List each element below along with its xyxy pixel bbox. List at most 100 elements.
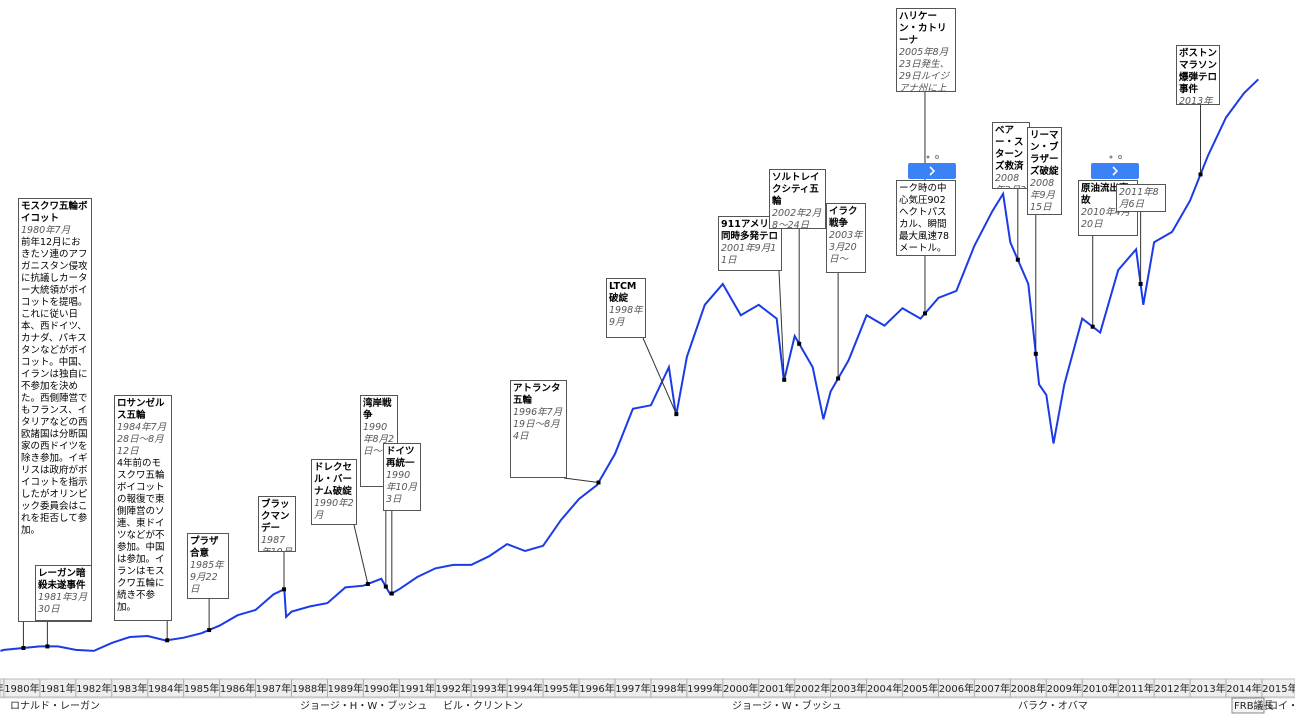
event-title: ソルトレイクシティ五輪 — [772, 172, 820, 207]
event-title: レーガン暗殺未遂事件 — [38, 568, 86, 591]
event-box: モスクワ五輪ボイコット 1980年7月 前年12月におきたソ連のアフガニスタン侵攻に… — [18, 198, 92, 622]
president-name: バラク・オバマ — [1018, 700, 1088, 712]
x-tick-label: 1999年 — [687, 682, 722, 695]
event-date: 1998年9月 — [609, 305, 643, 328]
x-tick-label: 1982年 — [76, 682, 111, 695]
x-tick-label: 2009年 — [1047, 682, 1082, 695]
event-title: ボストンマラソン爆弾テロ事件 — [1179, 48, 1218, 95]
x-tick-label: 1991年 — [400, 682, 435, 695]
x-tick-label: 1984年 — [148, 682, 183, 695]
event-box: レーガン暗殺未遂事件 1981年3月30日 — [35, 565, 92, 621]
event-marker — [782, 377, 787, 382]
event-title: ロサンゼルス五輪 — [117, 398, 165, 421]
president-name: ジョージ・W・ブッシュ — [732, 699, 842, 712]
connector — [353, 524, 369, 585]
president-name: ビル・クリントン — [443, 700, 523, 712]
event-date: 2003年3月20日～ — [829, 230, 863, 265]
x-tick-label: 1980年 — [4, 682, 39, 695]
event-box: ボストンマラソン爆弾テロ事件2013年4月15日 — [1176, 45, 1220, 105]
event-box: イラク戦争 2003年3月20日～ — [826, 203, 866, 273]
event-title: 湾岸戦争 — [363, 398, 392, 421]
fed-chair-box — [1231, 697, 1265, 714]
event-marker — [165, 638, 170, 643]
event-title: ハリケーン・カトリーナ — [899, 11, 947, 46]
event-date: 1981年3月30日 — [38, 592, 88, 615]
event-marker — [797, 341, 802, 346]
x-tick-label: 1986年 — [220, 682, 255, 695]
x-tick-label: 1985年 — [184, 682, 219, 695]
event-box: アトランタ五輪 1996年7月19日～8月4日 — [510, 380, 567, 478]
event-marker — [1015, 257, 1020, 262]
connector — [563, 477, 599, 484]
event-title: 911アメリカ同時多発テロ — [721, 219, 779, 242]
president-name: ロナルド・レーガン — [10, 700, 100, 712]
event-box: リーマン・ブラザーズ破綻 2008年9月15日 — [1027, 127, 1062, 215]
x-tick-label: 1979年 — [0, 682, 4, 695]
event-box: 2011年8月6日 — [1116, 184, 1166, 212]
event-date: 1987年10月19日 — [261, 535, 292, 551]
event-box: プラザ合意 1985年9月22日 — [187, 533, 229, 599]
event-date: 2001年9月11日 — [721, 243, 777, 266]
event-marker — [1090, 324, 1095, 329]
price-line — [0, 78, 1259, 652]
event-title: ベアー・スターンズ救済 — [995, 125, 1024, 172]
x-tick-label: 2007年 — [975, 682, 1010, 695]
x-tick-label: 2011年 — [1118, 682, 1153, 695]
x-tick-label: 1998年 — [651, 682, 686, 695]
event-date: 1985年9月22日 — [190, 560, 224, 595]
event-marker — [207, 628, 212, 633]
event-marker — [1138, 281, 1143, 286]
x-tick-label: 1996年 — [579, 682, 614, 695]
x-tick-label: 2003年 — [831, 682, 866, 695]
event-date: 2010年4月20日 — [1081, 207, 1131, 230]
president-name: ジョージ・H・W・ブッシュ — [300, 699, 427, 712]
event-date: 2005年8月23日発生、29日ルイジアナ州に上陸 — [899, 47, 950, 92]
x-tick-label: 2002年 — [795, 682, 830, 695]
event-date: 1984年7月28日～8月12日 — [117, 422, 167, 457]
fed-chair-label: FRB議長 — [1234, 699, 1274, 712]
x-axis-bar — [0, 678, 1295, 698]
event-description: 前年12月におきたソ連のアフガニスタン侵攻に抗議しカーター大統領がボイコットを提… — [21, 237, 88, 536]
event-date: 1990年10月3日 — [386, 470, 418, 505]
event-title: プラザ合意 — [190, 536, 219, 559]
x-tick-label: 2008年 — [1011, 682, 1046, 695]
x-tick-label: 2000年 — [723, 682, 758, 695]
event-date: 2008年3月30日 — [995, 173, 1026, 188]
x-tick-label: 1989年 — [328, 682, 363, 695]
event-marker — [45, 644, 50, 649]
event-box: ソルトレイクシティ五輪 2002年2月8～24日 — [769, 169, 826, 229]
event-date: 2013年4月15日 — [1179, 96, 1213, 105]
connector — [778, 270, 785, 380]
x-tick-label: 1997年 — [615, 682, 650, 695]
event-title: ドイツ再統一 — [386, 446, 415, 469]
x-tick-label: 1995年 — [543, 682, 578, 695]
event-title: ドレクセル・バーナム破綻 — [314, 462, 353, 497]
event-title: リーマン・ブラザーズ破綻 — [1030, 130, 1059, 177]
event-marker — [674, 412, 679, 417]
event-box: ブラックマンデー1987年10月19日 — [258, 496, 296, 552]
x-tick-label: 1987年 — [256, 682, 291, 695]
event-marker — [1033, 351, 1038, 356]
event-marker — [21, 646, 26, 651]
event-marker — [1198, 172, 1203, 177]
event-box: ロサンゼルス五輪 1984年7月28日～8月12日 4年前のモスクワ五輪ボイコットの… — [114, 395, 172, 621]
x-tick-label: 1994年 — [507, 682, 542, 695]
x-tick-label: 1983年 — [112, 682, 147, 695]
event-marker — [596, 480, 601, 485]
event-marker — [282, 587, 287, 592]
event-title: 原油流出事故 — [1081, 183, 1129, 206]
x-tick-label: 2001年 — [759, 682, 794, 695]
event-box: ベアー・スターンズ救済2008年3月30日 — [992, 122, 1030, 189]
x-tick-label: 1993年 — [471, 682, 506, 695]
x-tick-label: 2015年 — [1262, 682, 1295, 695]
event-date: 2008年9月15日 — [1030, 178, 1056, 213]
x-tick-label: 2005年 — [903, 682, 938, 695]
event-marker — [922, 311, 927, 316]
event-date: 2011年8月6日 — [1119, 187, 1159, 210]
x-tick-label: 1981年 — [40, 682, 75, 695]
event-box: ドレクセル・バーナム破綻 1990年2月 — [311, 459, 357, 525]
x-tick-label: 1990年 — [364, 682, 399, 695]
